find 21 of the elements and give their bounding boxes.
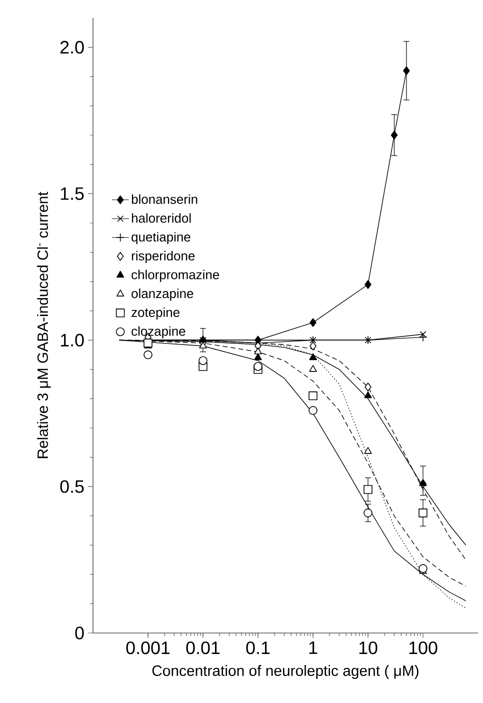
legend-label: haloreridol xyxy=(132,213,191,223)
x-tick-label: 0.001 xyxy=(126,641,170,654)
x-tick-label: 0.1 xyxy=(246,641,270,654)
y-tick-label: 1.5 xyxy=(60,187,84,200)
legend-label: blonanserin xyxy=(132,194,198,204)
legend-label: zotepine xyxy=(132,307,180,320)
y-axis-title: Relative 3 μM GABA-induced Cl$^{-}$ current xyxy=(37,192,51,458)
x-tick-label: 1 xyxy=(309,641,318,654)
legend-label: chlorpromazine xyxy=(132,270,220,282)
legend-label: clozapine xyxy=(132,326,186,338)
y-tick-label: 1.0 xyxy=(60,334,84,346)
legend-label: risperidone xyxy=(132,250,195,263)
x-tick-label: 100 xyxy=(409,641,438,654)
legend-label: olanzapine xyxy=(132,288,194,301)
x-tick-label: 10 xyxy=(359,641,378,654)
x-axis-title: Concentration of neuroleptic agent ( μM) xyxy=(152,665,418,679)
y-tick-label: 2.0 xyxy=(60,40,84,54)
x-tick-label: 0.01 xyxy=(186,641,220,654)
y-tick-label: 0.5 xyxy=(60,480,84,493)
y-tick-label: 0 xyxy=(75,626,84,640)
legend-label: quetiapine xyxy=(132,232,190,244)
